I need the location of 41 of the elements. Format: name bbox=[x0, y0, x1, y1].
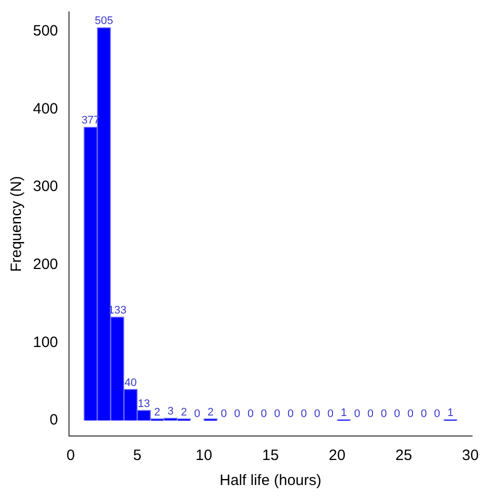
data-label: 0 bbox=[367, 408, 374, 420]
x-tick-label: 20 bbox=[328, 447, 346, 464]
data-label: 0 bbox=[194, 408, 200, 420]
data-label: 1 bbox=[447, 407, 454, 420]
data-label: 0 bbox=[380, 408, 387, 420]
x-axis-title: Half life (hours) bbox=[220, 472, 322, 490]
y-tick-label: 0 bbox=[50, 412, 58, 429]
x-tick-label: 10 bbox=[196, 447, 212, 464]
x-tick-label: 15 bbox=[262, 447, 279, 464]
data-label: 2 bbox=[180, 406, 187, 418]
x-tick-label: 0 bbox=[66, 447, 75, 464]
data-label: 0 bbox=[434, 408, 440, 420]
data-label: 0 bbox=[407, 408, 414, 420]
data-label: 0 bbox=[354, 408, 360, 420]
y-axis-title: Frequency (N) bbox=[8, 176, 26, 272]
data-label: 1 bbox=[340, 407, 347, 420]
data-label: 0 bbox=[287, 408, 294, 420]
y-tick-label: 400 bbox=[32, 100, 58, 118]
data-label: 0 bbox=[260, 408, 267, 420]
data-label: 0 bbox=[220, 408, 227, 420]
data-label: 40 bbox=[124, 376, 137, 389]
data-label: 2 bbox=[154, 406, 160, 418]
x-tick-label: 25 bbox=[395, 447, 412, 464]
data-label: 0 bbox=[234, 408, 240, 420]
data-label: 0 bbox=[314, 408, 320, 420]
data-label: 0 bbox=[247, 408, 254, 420]
data-label: 0 bbox=[394, 408, 400, 420]
x-tick-label: 30 bbox=[462, 447, 479, 464]
data-label: 0 bbox=[420, 408, 427, 420]
y-tick-label: 500 bbox=[32, 22, 58, 40]
x-tick-label: 5 bbox=[133, 447, 142, 464]
y-tick-label: 300 bbox=[32, 178, 58, 196]
data-label: 0 bbox=[300, 408, 307, 420]
data-label: 3 bbox=[168, 406, 174, 418]
data-label: 13 bbox=[138, 398, 150, 410]
data-label: 0 bbox=[274, 408, 280, 420]
y-tick-label: 100 bbox=[32, 334, 58, 351]
data-label: 2 bbox=[207, 406, 214, 418]
y-tick-label: 200 bbox=[32, 256, 58, 273]
data-label: 505 bbox=[94, 15, 114, 28]
data-label: 0 bbox=[327, 408, 334, 420]
